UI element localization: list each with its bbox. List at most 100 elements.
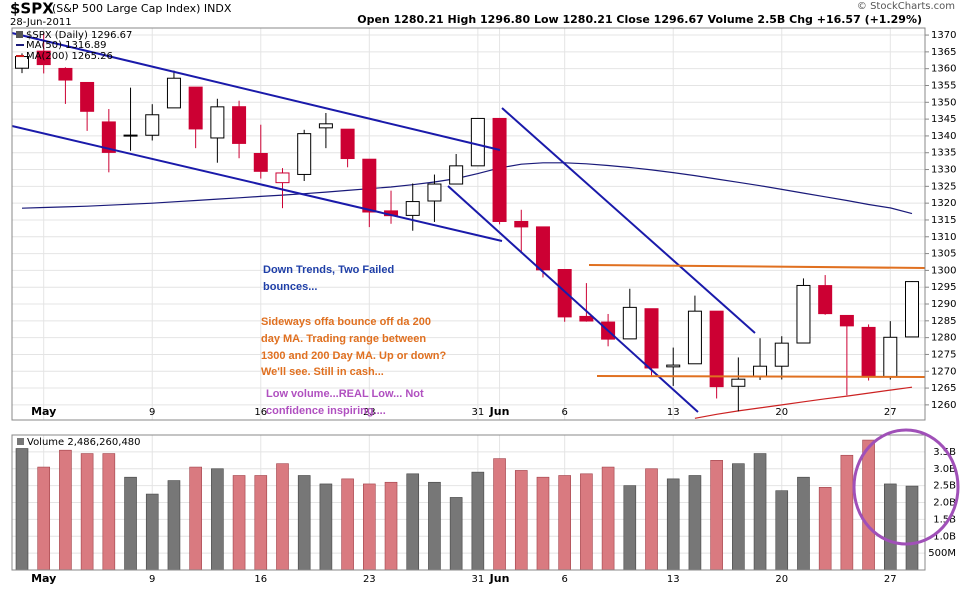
- volume-bar: [276, 463, 289, 571]
- y-tick-label: 1345: [931, 114, 956, 125]
- candle-body: [210, 106, 225, 139]
- volume-title: Volume 2,486,260,480: [27, 437, 141, 448]
- y-tick-label: 1265: [931, 383, 956, 394]
- annotation-line: We'll see. Still in cash...: [261, 366, 384, 378]
- candle-body: [622, 306, 637, 340]
- volume-tick-label: 2.5B: [933, 481, 956, 492]
- volume-bar: [645, 468, 658, 571]
- x-tick-label: 13: [667, 407, 680, 418]
- legend-ma200: MA(200) 1265.26: [26, 51, 113, 62]
- candle-body: [80, 81, 95, 112]
- volume-bar: [167, 480, 181, 571]
- candle-body: [340, 128, 355, 160]
- y-tick-label: 1285: [931, 316, 956, 327]
- volume-bar: [710, 460, 723, 571]
- volume-bar: [514, 470, 528, 571]
- volume-bar: [124, 476, 137, 571]
- y-tick-label: 1355: [931, 80, 956, 91]
- y-tick-label: 1260: [931, 400, 956, 411]
- x-tick-label: 6: [561, 407, 567, 418]
- volume-bar: [319, 483, 333, 571]
- annotation: Low volume...REAL Low... Not confidence …: [266, 388, 424, 417]
- annotation-line: day MA. Trading range between: [261, 333, 426, 345]
- y-tick-label: 1320: [931, 198, 956, 209]
- legend-icon: [16, 31, 23, 38]
- x-tick-label: 13: [667, 574, 680, 585]
- trend-line: [11, 125, 503, 242]
- y-tick-label: 1270: [931, 366, 956, 377]
- symbol: $SPX: [10, 0, 54, 18]
- x-tick-label: 9: [149, 407, 155, 418]
- volume-bar: [840, 454, 854, 571]
- candle-body: [58, 67, 73, 81]
- volume-bar: [189, 466, 202, 571]
- x-tick-label: 20: [775, 407, 788, 418]
- volume-bar: [297, 475, 311, 571]
- candle-body: [579, 315, 594, 322]
- candle-body: [405, 201, 420, 216]
- annotation-line: 1300 and 200 Day MA. Up or down?: [261, 350, 446, 362]
- x-tick-label: Jun: [489, 572, 510, 585]
- x-tick-label: 23: [363, 407, 376, 418]
- volume-bar: [384, 481, 398, 571]
- y-tick-label: 1360: [931, 64, 956, 75]
- volume-bar: [471, 471, 485, 571]
- volume-bar: [363, 483, 376, 571]
- candle-body: [905, 281, 919, 338]
- volume-bar: [211, 468, 224, 571]
- candle-body: [796, 284, 811, 344]
- volume-plot: [15, 439, 919, 571]
- volume-tick-label: 1.0B: [933, 531, 956, 542]
- candle-body: [101, 121, 116, 153]
- candle-body: [687, 310, 702, 365]
- x-tick-label: 16: [254, 407, 267, 418]
- candle-body: [232, 106, 247, 144]
- volume-bar: [406, 473, 420, 571]
- y-tick-label: 1315: [931, 215, 956, 226]
- ma-line: [694, 386, 913, 419]
- volume-bar: [232, 475, 246, 571]
- y-tick-label: 1370: [931, 30, 956, 41]
- volume-bar: [254, 475, 268, 571]
- candle-body: [449, 165, 464, 185]
- volume-bar: [37, 466, 51, 571]
- candle-body: [427, 183, 442, 202]
- volume-bar: [80, 453, 94, 571]
- volume-tick-label: 3.0B: [933, 464, 956, 475]
- quote: Open 1280.21 High 1296.80 Low 1280.21 Cl…: [357, 13, 922, 26]
- volume-bar: [883, 483, 897, 571]
- volume-bar: [558, 475, 571, 571]
- y-tick-label: 1295: [931, 282, 956, 293]
- candle-body: [514, 220, 529, 228]
- candle-body: [644, 308, 659, 369]
- x-tick-label: 20: [775, 574, 788, 585]
- annotation: Sideways offa bounce off da 200 day MA. …: [261, 316, 446, 378]
- annotation-line: confidence inspiring....: [266, 405, 386, 417]
- volume-bar: [688, 475, 702, 571]
- trend-line: [11, 32, 501, 151]
- x-tick-label: Jun: [489, 405, 510, 418]
- x-tick-label: 27: [884, 574, 897, 585]
- candle-body: [275, 172, 290, 184]
- y-tick-label: 1340: [931, 131, 956, 142]
- volume-bar: [905, 485, 919, 571]
- volume-bar: [145, 493, 159, 571]
- candle-body: [557, 269, 572, 318]
- candle-body: [709, 310, 724, 388]
- volume-bar: [341, 478, 354, 571]
- volume-bar: [449, 497, 463, 571]
- annotation-line: Sideways offa bounce off da 200: [261, 316, 431, 328]
- range-line: [596, 375, 926, 378]
- annotation-line: Down Trends, Two Failed: [263, 264, 394, 276]
- price-frame: [11, 27, 926, 421]
- volume-bar: [623, 485, 637, 571]
- candle-body: [318, 123, 333, 129]
- y-tick-label: 1335: [931, 148, 956, 159]
- candle-body: [666, 364, 681, 368]
- copyright: © StockCharts.com: [857, 1, 955, 12]
- candle-body: [861, 326, 876, 377]
- volume-tick-label: 2.0B: [933, 498, 956, 509]
- x-tick-label: May: [31, 572, 56, 585]
- candle-body: [818, 285, 833, 315]
